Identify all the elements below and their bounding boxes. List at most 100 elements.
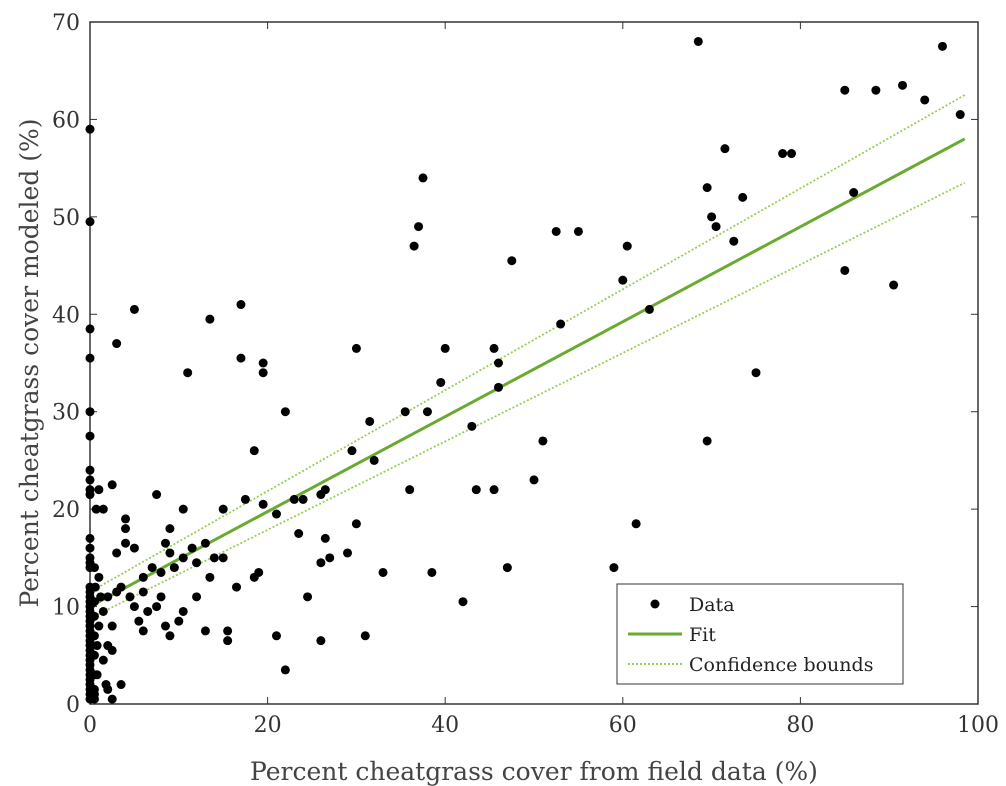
data-point	[116, 680, 126, 690]
data-point	[316, 558, 326, 568]
data-point	[152, 490, 162, 500]
data-point	[351, 519, 361, 529]
data-point	[138, 626, 148, 636]
data-point	[116, 582, 126, 592]
data-point	[889, 280, 899, 290]
data-point	[871, 85, 881, 95]
data-point	[418, 173, 428, 183]
data-point	[169, 563, 179, 573]
data-point	[121, 524, 131, 534]
data-point	[316, 636, 326, 646]
data-point	[787, 149, 797, 159]
data-point	[129, 602, 139, 612]
data-point	[160, 621, 170, 631]
data-point	[298, 494, 308, 504]
data-point	[343, 548, 353, 558]
data-point	[223, 636, 233, 646]
data-point	[502, 563, 512, 573]
data-point	[178, 553, 188, 563]
x-tick-label: 80	[786, 713, 814, 738]
data-point	[271, 509, 281, 519]
data-point	[98, 655, 108, 665]
data-point	[129, 304, 139, 314]
data-point	[90, 582, 100, 592]
data-point	[174, 616, 184, 626]
data-point	[160, 538, 170, 548]
data-point	[147, 563, 157, 573]
data-point	[240, 494, 250, 504]
data-point	[609, 563, 619, 573]
data-point	[840, 265, 850, 275]
data-point	[320, 485, 330, 495]
data-point	[121, 514, 131, 524]
data-point	[107, 694, 117, 704]
data-point	[89, 597, 99, 607]
data-point	[183, 368, 193, 378]
data-point	[85, 533, 95, 543]
data-point	[85, 490, 95, 500]
data-point	[89, 650, 99, 660]
data-point	[218, 553, 228, 563]
data-point	[218, 504, 228, 514]
legend-fit-label: Fit	[689, 624, 716, 646]
data-point	[85, 407, 95, 417]
legend-data-marker	[650, 599, 660, 609]
data-point	[320, 533, 330, 543]
y-tick-label: 0	[66, 693, 80, 718]
data-point	[556, 319, 566, 329]
data-point	[85, 543, 95, 553]
data-point	[254, 567, 264, 577]
x-tick-label: 40	[431, 713, 459, 738]
data-point	[489, 343, 499, 353]
data-point	[422, 407, 432, 417]
legend: Data Fit Confidence bounds	[616, 583, 904, 685]
data-point	[271, 631, 281, 641]
data-point	[778, 149, 788, 159]
data-point	[493, 358, 503, 368]
x-axis-label: Percent cheatgrass cover from field data…	[250, 757, 818, 786]
data-point	[631, 519, 641, 529]
data-point	[400, 407, 410, 417]
data-point	[89, 563, 99, 573]
confidence-bounds-layer	[89, 94, 966, 620]
data-point	[165, 548, 175, 558]
data-point	[937, 41, 947, 51]
y-tick-label: 60	[52, 108, 80, 133]
fit-line-layer	[89, 137, 966, 608]
data-point	[303, 592, 313, 602]
data-point	[378, 567, 388, 577]
data-point	[156, 567, 166, 577]
data-point	[351, 343, 361, 353]
data-point	[294, 529, 304, 538]
data-point	[529, 475, 539, 485]
data-point	[258, 358, 268, 368]
data-point	[85, 475, 95, 485]
y-axis-ticks: 0 10 20 30 40 50 60 70	[52, 11, 978, 718]
data-point	[103, 592, 113, 602]
data-point	[107, 480, 117, 490]
data-point	[258, 499, 268, 509]
data-point	[849, 188, 859, 197]
data-point	[347, 446, 357, 456]
data-point	[165, 524, 175, 534]
y-tick-label: 40	[52, 303, 80, 328]
data-point	[187, 543, 197, 553]
legend-bounds-label: Confidence bounds	[689, 654, 873, 676]
data-point	[134, 616, 144, 626]
data-point	[143, 606, 153, 616]
data-point	[89, 694, 99, 704]
data-point	[232, 582, 242, 592]
x-tick-label: 100	[957, 713, 999, 738]
data-point	[467, 421, 477, 431]
data-point	[751, 368, 761, 378]
x-axis-ticks: 0 20 40 60 80 100	[83, 22, 999, 738]
data-point	[551, 226, 561, 236]
data-point	[138, 572, 148, 582]
y-tick-label: 70	[52, 11, 80, 36]
data-point	[738, 192, 748, 202]
data-point	[622, 241, 632, 251]
data-point	[249, 446, 259, 456]
data-point	[98, 606, 108, 616]
data-point	[92, 670, 102, 680]
